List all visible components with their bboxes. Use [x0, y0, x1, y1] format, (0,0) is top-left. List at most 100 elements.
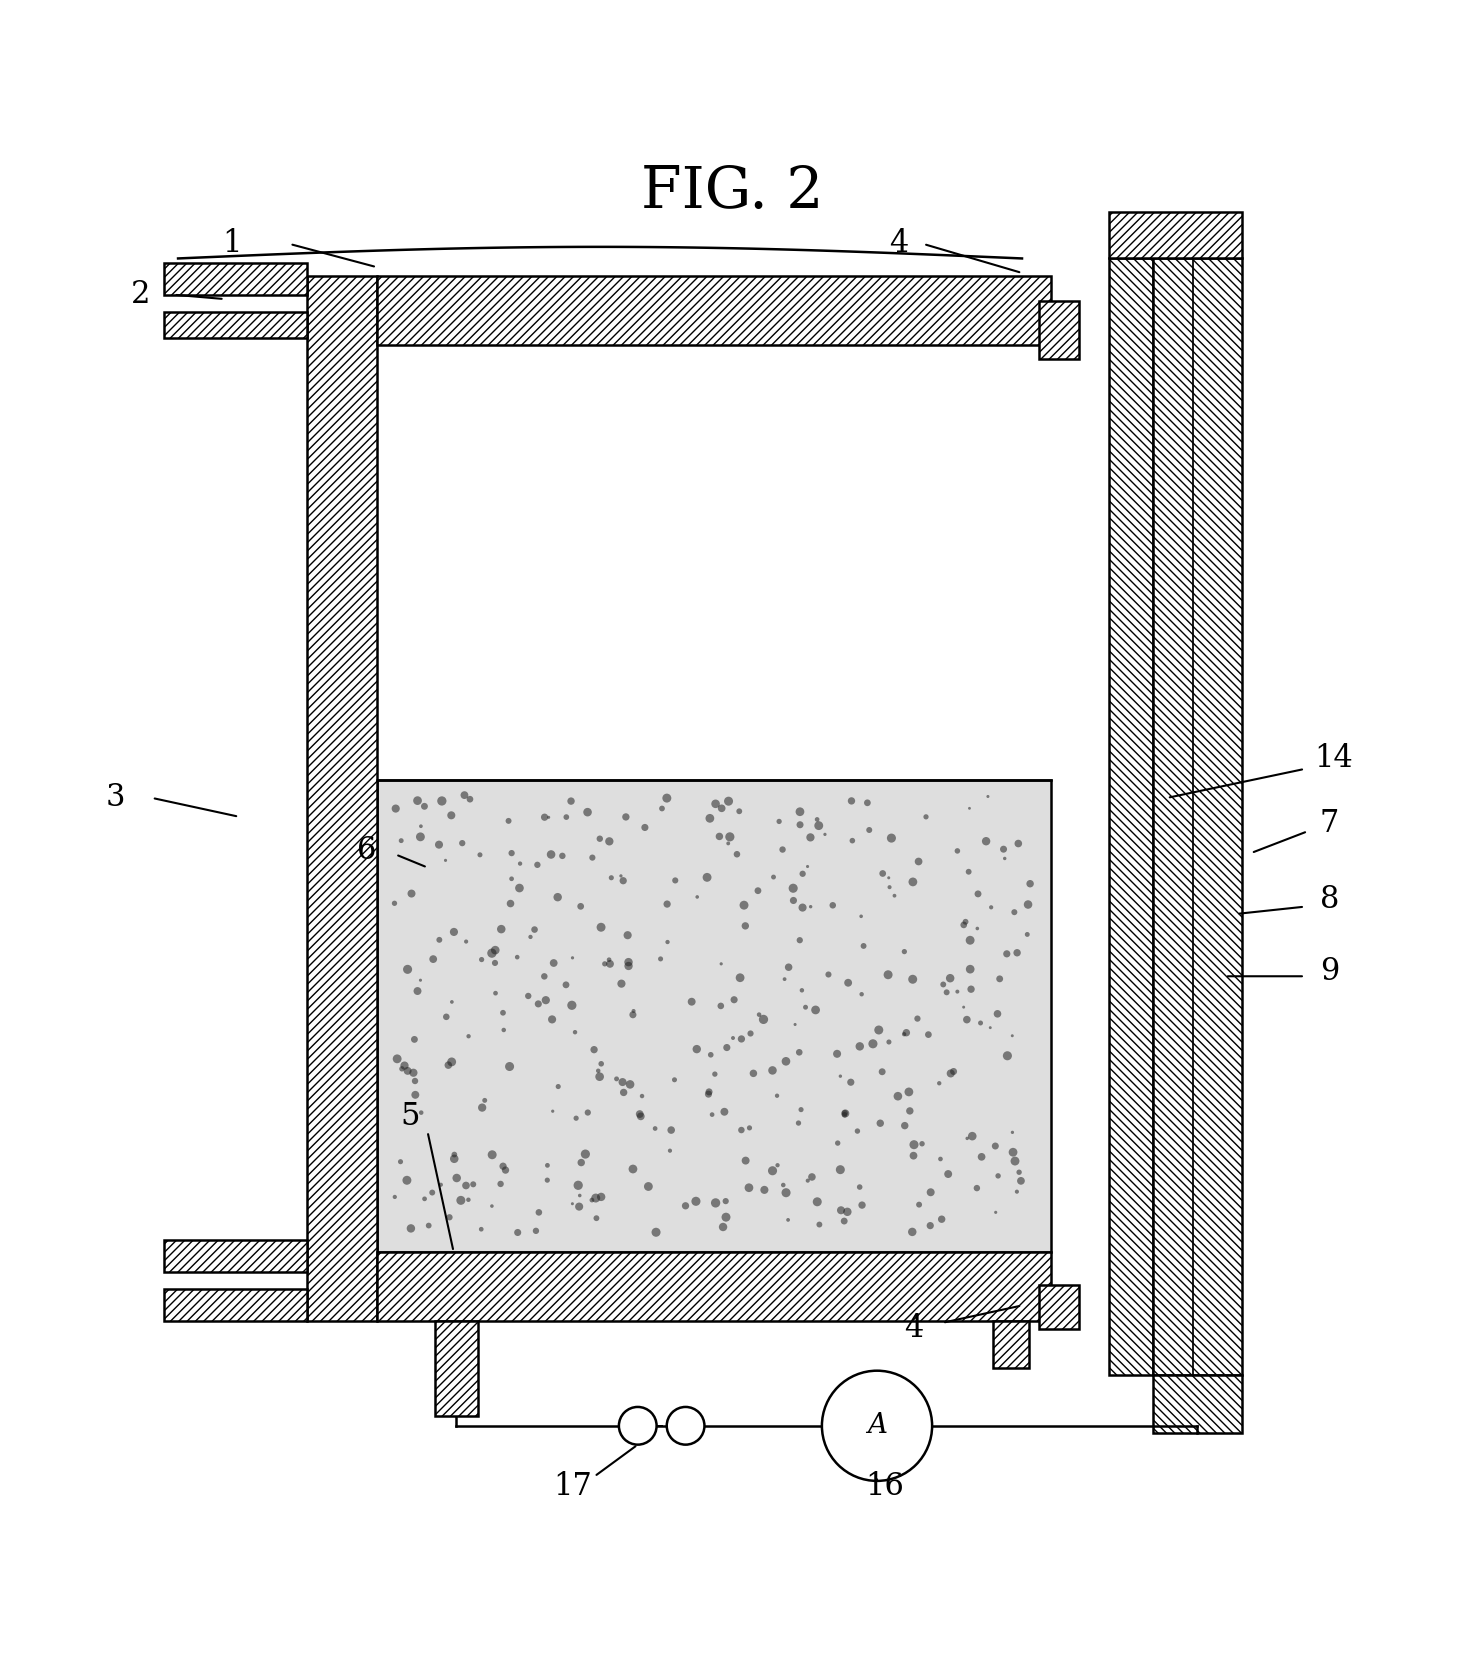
Point — [956, 1125, 979, 1152]
Point — [499, 840, 523, 867]
Point — [518, 924, 542, 951]
Point — [877, 1028, 900, 1055]
Point — [445, 1164, 468, 1191]
Point — [902, 1142, 925, 1169]
Point — [630, 1103, 653, 1130]
Point — [833, 1102, 856, 1129]
Point — [384, 795, 407, 822]
Point — [957, 795, 981, 822]
Point — [616, 949, 640, 976]
Point — [1016, 921, 1039, 948]
Point — [704, 790, 728, 817]
Point — [877, 961, 900, 988]
Bar — [1110, 258, 1152, 1375]
Point — [704, 1189, 728, 1216]
Point — [952, 994, 975, 1021]
Point — [767, 808, 791, 835]
Point — [438, 1204, 461, 1231]
Point — [526, 852, 549, 879]
Point — [616, 922, 640, 949]
Point — [533, 963, 556, 989]
Text: 9: 9 — [1321, 956, 1340, 988]
Point — [975, 828, 998, 855]
Point — [612, 867, 635, 894]
Point — [969, 1144, 993, 1171]
Point — [829, 1063, 852, 1090]
Point — [791, 978, 814, 1005]
Point — [564, 1020, 587, 1046]
Point — [761, 864, 785, 890]
Point — [489, 916, 512, 942]
Point — [507, 1219, 530, 1246]
Point — [928, 1145, 952, 1172]
Bar — [1039, 300, 1079, 359]
Point — [616, 953, 640, 979]
Point — [401, 1060, 425, 1087]
Circle shape — [619, 1407, 656, 1444]
Point — [851, 981, 874, 1008]
Point — [848, 1033, 871, 1060]
Point — [791, 894, 814, 921]
Point — [429, 1171, 452, 1197]
Text: A: A — [867, 1412, 887, 1439]
Point — [969, 1010, 993, 1036]
Point — [799, 823, 823, 850]
Point — [568, 1182, 591, 1209]
Point — [583, 1036, 606, 1063]
Point — [433, 847, 457, 874]
Point — [523, 916, 546, 942]
Point — [569, 1149, 593, 1176]
Point — [976, 783, 1000, 810]
Point — [406, 787, 429, 813]
Point — [728, 798, 751, 825]
Point — [852, 932, 875, 959]
Point — [893, 1112, 916, 1139]
Point — [539, 842, 562, 869]
Point — [435, 1003, 458, 1030]
Circle shape — [821, 1370, 933, 1481]
Text: 2: 2 — [130, 278, 151, 310]
Point — [996, 941, 1019, 968]
Point — [783, 1011, 807, 1038]
Point — [565, 1105, 589, 1132]
Point — [1003, 899, 1026, 926]
Bar — [993, 1321, 1029, 1368]
Point — [458, 787, 482, 813]
Point — [987, 1162, 1010, 1189]
Point — [747, 877, 770, 904]
Point — [786, 1110, 810, 1137]
Point — [959, 927, 982, 954]
Point — [449, 1187, 473, 1214]
Point — [441, 988, 464, 1015]
Point — [656, 929, 679, 956]
Point — [673, 1192, 697, 1219]
Point — [480, 1192, 504, 1219]
Point — [861, 1030, 884, 1057]
Point — [709, 993, 732, 1020]
Point — [807, 812, 830, 838]
Point — [400, 880, 423, 907]
Point — [442, 1140, 466, 1167]
Text: 17: 17 — [553, 1471, 591, 1503]
Point — [561, 944, 584, 971]
Point — [839, 1068, 862, 1095]
Point — [714, 1035, 738, 1062]
Point — [782, 887, 805, 914]
Point — [858, 817, 881, 844]
Point — [978, 1015, 1001, 1041]
Point — [575, 798, 599, 825]
Bar — [164, 1290, 307, 1321]
Bar — [164, 1241, 307, 1273]
Point — [427, 832, 451, 859]
Point — [442, 1145, 466, 1172]
Point — [442, 919, 466, 946]
Point — [722, 986, 745, 1013]
Point — [799, 894, 823, 921]
Point — [404, 1082, 427, 1108]
Point — [895, 1020, 918, 1046]
Point — [430, 788, 454, 815]
Point — [748, 1001, 772, 1028]
Point — [413, 793, 436, 820]
Point — [527, 991, 550, 1018]
Point — [772, 837, 795, 864]
